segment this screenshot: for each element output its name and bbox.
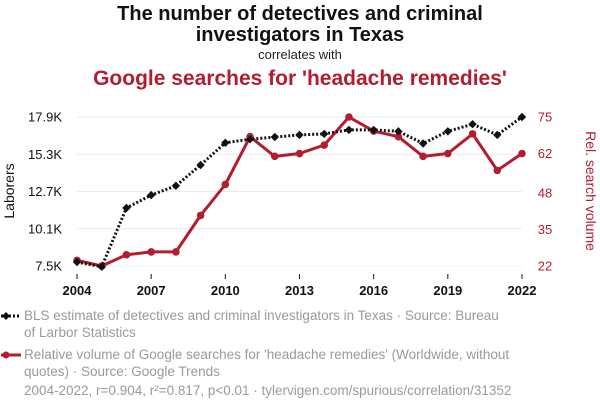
left-axis-ticks: 7.5K 10.1K 12.7K 15.3K 17.9K <box>28 110 62 274</box>
chart-title-line-2: investigators in Texas <box>195 24 405 46</box>
data-point-google <box>147 248 155 256</box>
left-tick-label: 17.9K <box>28 110 62 125</box>
data-point-bls <box>468 119 477 129</box>
right-tick-label: 75 <box>538 110 552 125</box>
data-point-bls <box>122 203 131 213</box>
x-tick-label: 2007 <box>137 283 166 298</box>
data-point-bls <box>171 181 181 190</box>
x-tick-label: 2013 <box>285 283 314 298</box>
data-point-bls <box>344 125 354 135</box>
data-point-bls <box>270 132 279 142</box>
right-tick-label: 48 <box>538 185 552 200</box>
footer-stats: 2004-2022, r=0.904, r²=0.817, p<0.01 · t… <box>24 383 512 398</box>
data-point-google <box>221 180 230 189</box>
data-point-bls <box>517 112 527 122</box>
chart-title-line-1: The number of detectives and criminal <box>117 3 483 25</box>
data-point-bls <box>443 127 453 136</box>
left-tick-label: 15.3K <box>28 147 62 162</box>
correlates-with-label: correlates with <box>258 47 342 62</box>
legend-marker-bls <box>1 312 21 320</box>
chart-subtitle: Google searches for 'headache remedies' <box>93 67 507 90</box>
right-tick-label: 35 <box>538 222 552 237</box>
legend-marker-google <box>1 351 21 359</box>
data-point-google <box>419 152 427 161</box>
data-point-bls <box>97 262 106 271</box>
data-point-bls <box>196 160 205 170</box>
data-point-google <box>468 130 477 138</box>
data-point-bls <box>369 125 378 135</box>
data-point-bls <box>320 129 329 139</box>
right-tick-label: 62 <box>538 146 552 161</box>
data-point-google <box>493 166 502 175</box>
legend-text-google: Relative volume of Google searches for '… <box>24 347 510 379</box>
x-tick-label: 2004 <box>63 283 93 298</box>
right-axis-label: Rel. search volume <box>583 131 599 251</box>
x-tick-label: 2016 <box>359 283 388 298</box>
right-tick-label: 22 <box>538 259 552 274</box>
x-tick-label: 2022 <box>508 283 537 298</box>
gridlines <box>77 116 522 267</box>
x-tick-label: 2010 <box>211 283 240 298</box>
data-point-google <box>444 149 452 158</box>
chart-svg: 7.5K 10.1K 12.7K 15.3K 17.9K 22 35 48 62 75 2004… <box>1 110 599 299</box>
data-point-bls <box>295 130 304 140</box>
data-point-bls <box>221 138 230 147</box>
data-point-bls <box>493 130 502 140</box>
data-point-bls <box>245 135 255 144</box>
x-tick-label: 2019 <box>433 283 462 298</box>
left-tick-label: 10.1K <box>28 221 62 236</box>
data-point-bls <box>146 190 156 200</box>
data-point-google <box>270 152 279 161</box>
left-tick-label: 12.7K <box>28 184 62 199</box>
data-point-google <box>295 149 304 158</box>
data-point-google <box>345 113 353 121</box>
data-point-google <box>320 141 329 149</box>
series-layer <box>72 112 527 271</box>
data-point-google <box>122 250 131 259</box>
x-axis-ticks: 2004 2007 2010 2013 2016 2019 2022 <box>63 274 537 298</box>
legend-item-google: Relative volume of Google searches for '… <box>24 346 514 380</box>
left-axis-label: Laborers <box>1 163 17 218</box>
legend-text-bls: BLS estimate of detectives and criminal … <box>24 308 499 340</box>
data-point-google <box>518 149 526 158</box>
data-point-bls <box>394 127 403 136</box>
data-point-bls <box>418 139 428 148</box>
data-point-google <box>172 248 180 256</box>
data-point-google <box>196 211 205 220</box>
legend-item-bls: BLS estimate of detectives and criminal … <box>24 307 504 341</box>
right-axis-ticks: 22 35 48 62 75 <box>538 110 552 274</box>
data-point-bls <box>72 257 82 267</box>
data-point-google <box>394 132 403 141</box>
left-tick-label: 7.5K <box>35 259 62 274</box>
